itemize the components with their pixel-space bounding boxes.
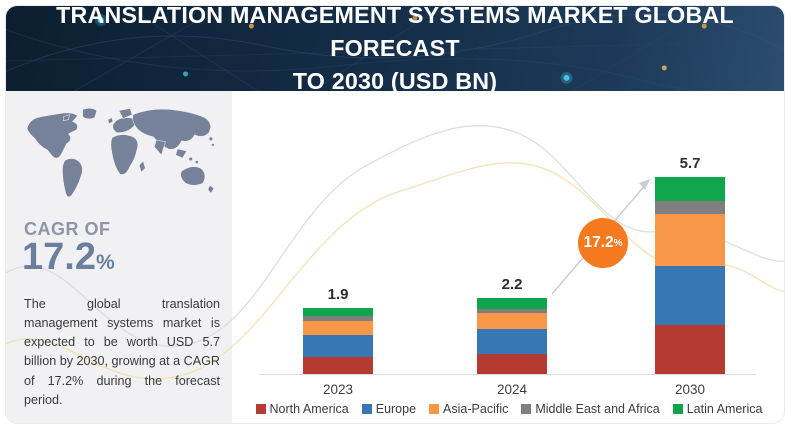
segment-2023-asia-pacific xyxy=(303,321,373,335)
annotation-percent-sign: % xyxy=(613,237,623,249)
legend-label: North America xyxy=(269,402,349,416)
title-line-2: TO 2030 (USD BN) xyxy=(292,68,498,94)
content-body: CAGR OF 17.2% The global translation man… xyxy=(6,91,784,423)
cagr-number: 17.2 xyxy=(22,236,96,278)
bar-2023 xyxy=(303,308,373,374)
legend-item-asia-pacific: Asia-Pacific xyxy=(429,402,508,416)
segment-2024-latin-america xyxy=(477,297,547,309)
segment-2030-north-america xyxy=(655,324,725,374)
legend-item-latin-america: Latin America xyxy=(672,402,763,416)
bar-2024 xyxy=(477,297,547,374)
segment-2024-north-america xyxy=(477,353,547,374)
total-label-2024: 2.2 xyxy=(501,275,523,293)
segment-2024-asia-pacific xyxy=(477,313,547,330)
annotation-value: 17.2 xyxy=(583,234,614,251)
segment-2030-asia-pacific xyxy=(655,213,725,267)
chart-legend: North America Europe Asia-Pacific Middle Ea… xyxy=(232,402,784,416)
segment-2023-europe xyxy=(303,334,373,357)
x-tick-2024: 2024 xyxy=(496,382,528,397)
left-panel: CAGR OF 17.2% The global translation man… xyxy=(6,91,232,423)
world-map xyxy=(19,103,221,207)
legend-label: Europe xyxy=(375,402,417,416)
segment-2030-middle-east-and-africa xyxy=(655,201,725,214)
segment-2024-europe xyxy=(477,329,547,354)
legend-swatch xyxy=(255,404,266,414)
legend-swatch xyxy=(521,404,532,414)
bar-2030 xyxy=(655,176,725,374)
market-description: The global translation management system… xyxy=(24,297,221,407)
chart-area: 1.9 2023 2.2 2024 5.7 2030 17.2% North Americ… xyxy=(232,91,784,423)
segment-2023-latin-america xyxy=(303,308,373,317)
legend-swatch xyxy=(672,404,683,414)
x-tick-2030: 2030 xyxy=(674,382,706,397)
legend-swatch xyxy=(429,404,440,414)
card: TRANSLATION MANAGEMENT SYSTEMS MARKET GL… xyxy=(5,5,785,424)
total-label-2023: 1.9 xyxy=(327,286,349,304)
segment-2030-latin-america xyxy=(655,176,725,202)
x-axis-line xyxy=(259,374,756,375)
cagr-percent-sign: % xyxy=(95,251,115,274)
segment-2030-europe xyxy=(655,266,725,325)
legend-item-north-america: North America xyxy=(255,402,349,416)
world-map-graphic xyxy=(26,108,215,198)
legend-label: Asia-Pacific xyxy=(443,402,509,416)
page-title: TRANSLATION MANAGEMENT SYSTEMS MARKET GL… xyxy=(10,5,780,94)
legend-label: Latin America xyxy=(686,402,763,416)
legend-item-europe: Europe xyxy=(361,402,417,416)
cagr-value: 17.2% xyxy=(22,236,115,279)
cagr-annotation-badge: 17.2% xyxy=(578,218,628,268)
header-banner: TRANSLATION MANAGEMENT SYSTEMS MARKET GL… xyxy=(6,5,784,94)
legend-label: Middle East and Africa xyxy=(535,402,660,416)
x-tick-2023: 2023 xyxy=(322,382,354,397)
legend-item-middle-east-and-africa: Middle East and Africa xyxy=(521,402,660,416)
segment-2023-north-america xyxy=(303,356,373,374)
legend-swatch xyxy=(361,404,372,414)
title-line-1: TRANSLATION MANAGEMENT SYSTEMS MARKET GL… xyxy=(56,5,734,61)
total-label-2030: 5.7 xyxy=(679,154,701,172)
network-background-decoration xyxy=(6,6,784,91)
